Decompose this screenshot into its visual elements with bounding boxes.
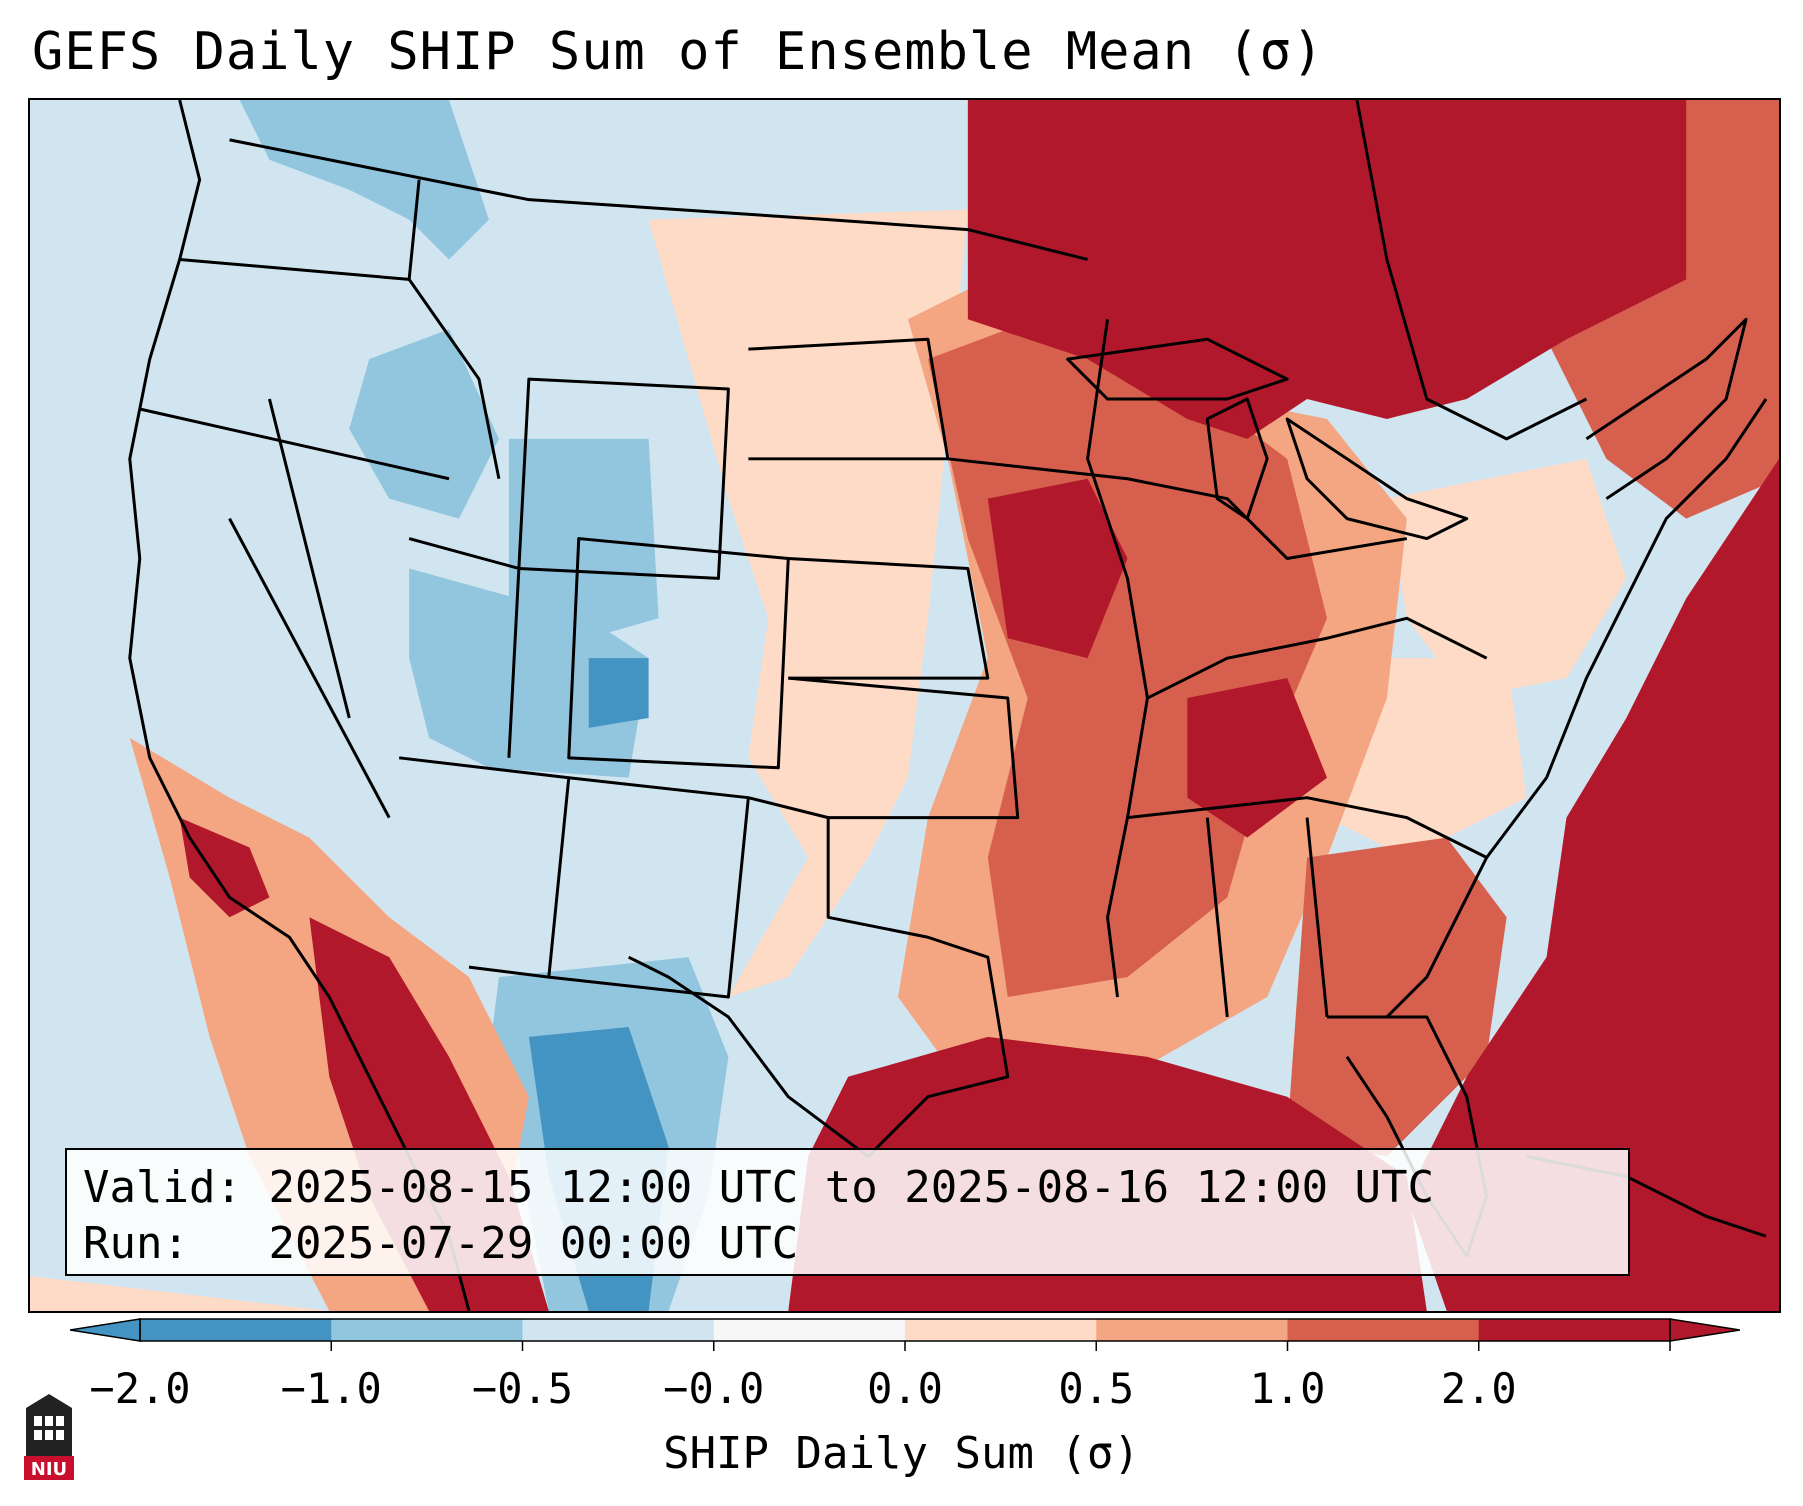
colorbar-tick-label: −2.0: [89, 1364, 191, 1413]
valid-value: 2025-08-15 12:00 UTC to 2025-08-16 12:00…: [268, 1162, 1435, 1213]
colorbar-tick-label: −0.5: [471, 1364, 574, 1413]
map-panel: [28, 98, 1781, 1313]
midwest-states: [947, 457, 1408, 560]
colorbar-tick-label: 2.0: [1440, 1364, 1517, 1413]
colorbar-tick-label: 0.5: [1058, 1364, 1135, 1413]
northern-border: [229, 138, 1088, 261]
alabama-georgia-line: [1205, 817, 1329, 1018]
anomaly-region-tennessee-dark-red: [1187, 678, 1328, 838]
anomaly-region-great-lakes-dark-red: [967, 100, 1687, 439]
university-logo-icon: NIU: [24, 1394, 74, 1480]
east-coast: [1485, 398, 1768, 859]
ohio-river: [1146, 616, 1488, 700]
wyoming-box: [517, 377, 730, 580]
colorbar: [70, 1318, 1740, 1351]
state-boundaries: [128, 100, 1768, 1311]
southeast-states: [1127, 796, 1489, 1019]
anomaly-region-california-coast-dark-red: [179, 817, 270, 918]
colorbar-segment: [905, 1319, 1097, 1341]
new-mexico-box: [548, 776, 750, 999]
utah-colorado-line: [408, 537, 521, 758]
canada-quebec-line: [1355, 100, 1588, 441]
anomaly-region-atlantic-dark-red: [1406, 458, 1779, 1311]
colorado-box: [567, 537, 790, 770]
california-nevada-diag: [228, 517, 391, 819]
colorbar-segment: [140, 1319, 332, 1341]
colorbar-segment: [1478, 1319, 1671, 1341]
colorbar-segments: [70, 1318, 1740, 1351]
colorbar-outline: [139, 1318, 1671, 1342]
map-title: GEFS Daily SHIP Sum of Ensemble Mean (σ): [32, 22, 1325, 82]
nebraska-kansas-line: [788, 556, 990, 680]
idaho-montana-line: [407, 179, 501, 480]
great-lakes-michigan: [1205, 397, 1269, 521]
colorbar-tick-label: 1.0: [1249, 1364, 1326, 1413]
valid-run-info-box: Valid: 2025-08-15 12:00 UTC to 2025-08-1…: [65, 1148, 1630, 1276]
washington-oregon-line: [179, 257, 410, 281]
new-england: [1585, 317, 1748, 500]
valid-label: Valid:: [83, 1162, 242, 1213]
colorbar-segment: [713, 1319, 906, 1341]
colorbar-tick-label: 0.0: [867, 1364, 943, 1413]
colorbar-tick-label: −1.0: [280, 1364, 382, 1413]
great-lakes-superior: [1066, 337, 1289, 401]
anomaly-region-southeast-red: [1287, 837, 1507, 1157]
colorbar-tick-label: −0.0: [663, 1364, 765, 1413]
colorbar-extend-low: [70, 1318, 141, 1342]
oklahoma-line: [788, 676, 1020, 820]
dakotas-line: [748, 337, 950, 461]
great-lakes-huron-erie: [1285, 417, 1469, 541]
anomaly-region-colorado-core: [588, 658, 649, 728]
run-label: Run:: [83, 1218, 189, 1269]
colorbar-label: SHIP Daily Sum (σ): [663, 1428, 1140, 1479]
colorbar-segment: [1096, 1319, 1288, 1341]
colorbar-segment: [1287, 1319, 1480, 1341]
run-value: 2025-07-29 00:00 UTC: [268, 1218, 799, 1269]
anomaly-region-iowa-dark-red: [987, 478, 1128, 659]
west-coastline: [128, 100, 471, 1311]
nevada-east-line: [268, 398, 351, 719]
anomaly-region-idaho-blue: [349, 329, 499, 519]
colorbar-segment: [331, 1319, 523, 1341]
colorbar-segment: [522, 1319, 715, 1341]
ship-anomaly-map: [30, 100, 1779, 1311]
arizona-nm-line: [398, 756, 571, 979]
logo-text: NIU: [31, 1459, 67, 1480]
texas-outline: [627, 796, 1010, 1159]
anomaly-region-pacific-northwest-blue: [239, 100, 489, 260]
oregon-california-line: [139, 407, 450, 481]
colorbar-extend-high: [1669, 1318, 1740, 1342]
